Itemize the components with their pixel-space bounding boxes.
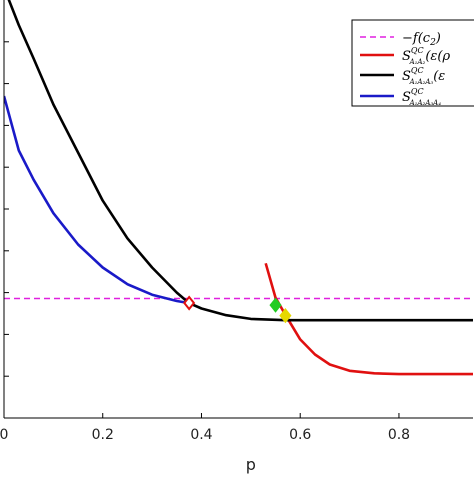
legend-sub-2: A₁A₂A₃ bbox=[409, 78, 434, 86]
legend-tail-0: ) bbox=[435, 31, 441, 46]
x-tick-label-2: 0.4 bbox=[190, 427, 212, 443]
series-line-3 bbox=[4, 95, 190, 305]
plot-area bbox=[4, 0, 473, 376]
x-tick-label-0: 0 bbox=[0, 427, 8, 443]
legend-sub-1: A₁A₂ bbox=[409, 58, 426, 66]
legend-sup-1: QC bbox=[411, 46, 424, 55]
legend-tail-1: (ε(ρ bbox=[425, 49, 450, 64]
legend-main-1: S bbox=[402, 49, 411, 64]
x-tick-label-4: 0.8 bbox=[388, 427, 410, 443]
legend-main-0: −f(c bbox=[402, 31, 431, 46]
legend-label-0: −f(c2) bbox=[402, 31, 441, 48]
legend-sup-2: QC bbox=[411, 66, 424, 75]
legend-label-2: SQC A₁A₂A₃(ε bbox=[402, 66, 445, 86]
marker-0 bbox=[183, 295, 196, 311]
series-line-1 bbox=[264, 262, 473, 376]
legend-sup-3: QC bbox=[411, 87, 424, 96]
legend-box bbox=[351, 19, 474, 107]
legend-label-1: SQC A₁A₂(ε(ρ bbox=[402, 46, 450, 66]
legend-sub-0: 2 bbox=[429, 38, 436, 48]
series-line-2 bbox=[7, 0, 473, 322]
legend-tail-2: (ε bbox=[433, 69, 445, 84]
legend-label-3: SQC A₁A₂A₃A₄ bbox=[402, 87, 441, 107]
legend-main-2: S bbox=[402, 69, 411, 84]
marker-2 bbox=[279, 307, 292, 324]
legend-sub-3: A₁A₂A₃A₄ bbox=[409, 99, 442, 107]
x-tick-label-1: 0.2 bbox=[92, 427, 114, 443]
marker-1 bbox=[269, 297, 282, 313]
legend-main-3: S bbox=[402, 90, 411, 105]
x-axis-label: p bbox=[246, 455, 256, 474]
x-tick-label-3: 0.6 bbox=[289, 427, 311, 443]
